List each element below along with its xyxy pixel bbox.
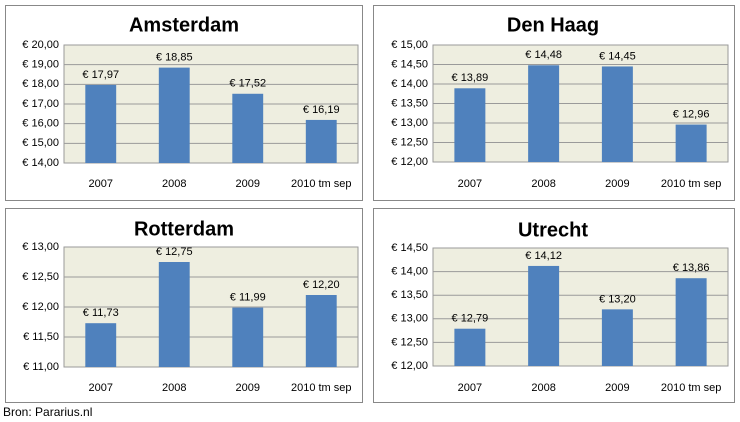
- x-tick-label: 2008: [531, 382, 555, 394]
- data-label: € 11,73: [83, 307, 119, 319]
- y-tick-label: € 12,00: [22, 301, 59, 313]
- x-tick-label: 2010 tm sep: [661, 382, 722, 394]
- chart-title: Utrecht: [518, 219, 588, 241]
- y-tick-label: € 12,50: [391, 336, 428, 348]
- y-tick-label: € 13,00: [391, 117, 428, 129]
- chart-title: Den Haag: [507, 14, 599, 36]
- data-label: € 16,19: [303, 104, 340, 116]
- data-label: € 13,86: [673, 262, 710, 274]
- source: Bron: Pararius.nl: [3, 405, 92, 419]
- y-tick-label: € 14,00: [391, 266, 428, 278]
- x-tick-label: 2008: [162, 178, 186, 190]
- x-tick-label: 2008: [162, 382, 186, 394]
- chart-title: Rotterdam: [134, 218, 234, 240]
- bar: [85, 84, 117, 163]
- data-label: € 12,75: [156, 246, 193, 258]
- x-tick-label: 2010 tm sep: [291, 382, 352, 394]
- data-label: € 13,89: [452, 72, 489, 84]
- y-tick-label: € 13,50: [391, 289, 428, 301]
- y-tick-label: € 14,00: [22, 157, 59, 169]
- y-tick-label: € 14,50: [391, 58, 428, 70]
- y-tick-label: € 12,50: [22, 271, 59, 283]
- x-tick-label: 2007: [458, 382, 482, 394]
- y-tick-label: € 13,50: [391, 97, 428, 109]
- y-tick-label: € 17,00: [22, 98, 59, 110]
- y-tick-label: € 14,00: [391, 78, 428, 90]
- bar: [675, 278, 707, 366]
- bar: [85, 323, 117, 367]
- bar: [675, 124, 707, 162]
- bar: [232, 93, 264, 163]
- x-tick-label: 2009: [236, 178, 260, 190]
- x-tick-label: 2007: [458, 178, 482, 190]
- data-label: € 12,79: [452, 313, 489, 325]
- y-tick-label: € 13,00: [391, 313, 428, 325]
- data-label: € 14,45: [599, 50, 636, 62]
- x-tick-label: 2009: [236, 382, 260, 394]
- bar: [528, 65, 560, 162]
- y-tick-label: € 19,00: [22, 59, 59, 71]
- data-label: € 13,20: [599, 293, 636, 305]
- x-tick-label: 2008: [531, 178, 555, 190]
- y-tick-label: € 11,50: [23, 331, 59, 343]
- data-label: € 17,52: [229, 78, 266, 90]
- x-tick-label: 2007: [89, 382, 113, 394]
- bar: [158, 262, 190, 367]
- bar: [454, 88, 486, 162]
- y-tick-label: € 20,00: [22, 39, 59, 51]
- x-tick-label: 2007: [89, 178, 113, 190]
- bar: [528, 265, 560, 366]
- chart-title: Amsterdam: [129, 14, 239, 36]
- y-tick-label: € 18,00: [22, 78, 59, 90]
- data-label: € 14,12: [525, 250, 562, 262]
- data-label: € 14,48: [525, 49, 562, 61]
- data-label: € 12,20: [303, 279, 340, 291]
- data-label: € 17,97: [82, 69, 119, 81]
- y-tick-label: € 12,00: [391, 156, 428, 168]
- x-tick-label: 2009: [605, 382, 629, 394]
- x-tick-label: 2009: [605, 178, 629, 190]
- bar: [158, 67, 190, 163]
- bar: [232, 307, 264, 367]
- data-label: € 18,85: [156, 52, 193, 64]
- y-tick-label: € 16,00: [22, 118, 59, 130]
- data-label: € 12,96: [673, 108, 710, 120]
- y-tick-label: € 11,00: [23, 361, 59, 373]
- x-tick-label: 2010 tm sep: [661, 178, 722, 190]
- y-tick-label: € 15,00: [391, 39, 428, 51]
- bar: [601, 309, 633, 366]
- data-label: € 11,99: [230, 292, 266, 304]
- y-tick-label: € 13,00: [22, 241, 59, 253]
- bar: [305, 295, 337, 367]
- bar: [305, 119, 337, 163]
- bar: [454, 328, 486, 366]
- x-tick-label: 2010 tm sep: [291, 178, 352, 190]
- y-tick-label: € 15,00: [22, 137, 59, 149]
- y-tick-label: € 14,50: [391, 242, 428, 254]
- y-tick-label: € 12,50: [391, 136, 428, 148]
- bar: [601, 66, 633, 162]
- y-tick-label: € 12,00: [391, 360, 428, 372]
